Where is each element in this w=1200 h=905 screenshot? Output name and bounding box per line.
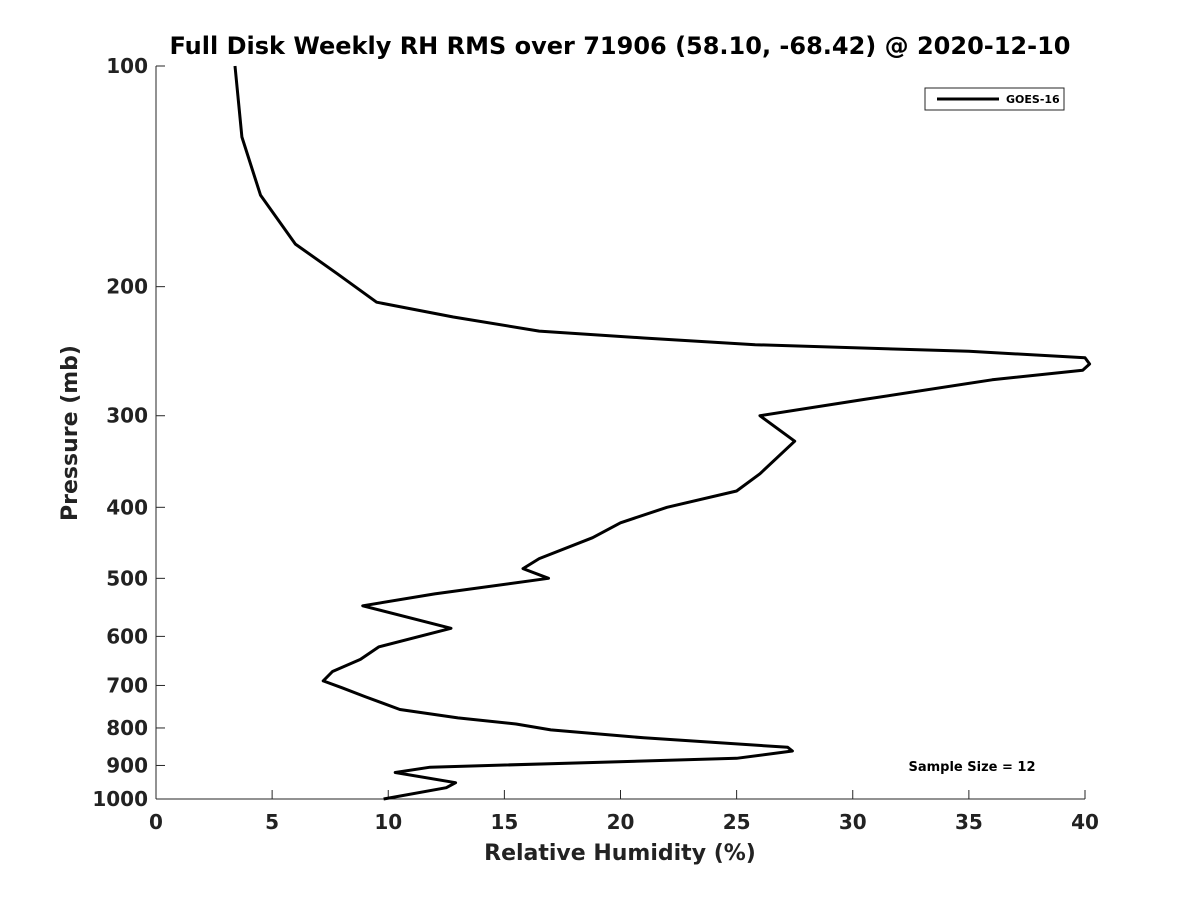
series-layer [233, 65, 1092, 801]
x-tick-label: 30 [839, 810, 867, 834]
x-tick-label: 10 [374, 810, 402, 834]
y-tick-label: 300 [106, 404, 148, 428]
x-tick-label: 40 [1071, 810, 1099, 834]
y-tick-label: 900 [106, 753, 148, 777]
x-tick-label: 35 [955, 810, 983, 834]
y-tick-label: 600 [106, 624, 148, 648]
x-tick-label: 5 [265, 810, 279, 834]
y-tick-label: 700 [106, 673, 148, 697]
y-tick-label: 200 [106, 275, 148, 299]
x-tick-label: 0 [149, 810, 163, 834]
y-tick-label: 400 [106, 495, 148, 519]
chart-title: Full Disk Weekly RH RMS over 71906 (58.1… [169, 32, 1070, 60]
y-axis-label: Pressure (mb) [58, 345, 83, 521]
y-tick-label: 100 [106, 54, 148, 78]
legend-label: GOES-16 [1006, 93, 1060, 106]
y-tick-label: 800 [106, 716, 148, 740]
x-tick-label: 25 [723, 810, 751, 834]
x-axis-label: Relative Humidity (%) [484, 841, 756, 866]
legend: GOES-16 [924, 87, 1065, 111]
y-tick-label: 1000 [92, 787, 148, 811]
x-tick-label: 20 [607, 810, 635, 834]
y-tick-label: 500 [106, 566, 148, 590]
x-tick-label: 15 [490, 810, 518, 834]
sample-size-annotation: Sample Size = 12 [908, 760, 1035, 775]
series-line-goes-16 [233, 65, 1092, 801]
axes: 0 5 10 15 20 25 30 35 40 100 200 300 400 500 600 700 800… [92, 54, 1099, 834]
